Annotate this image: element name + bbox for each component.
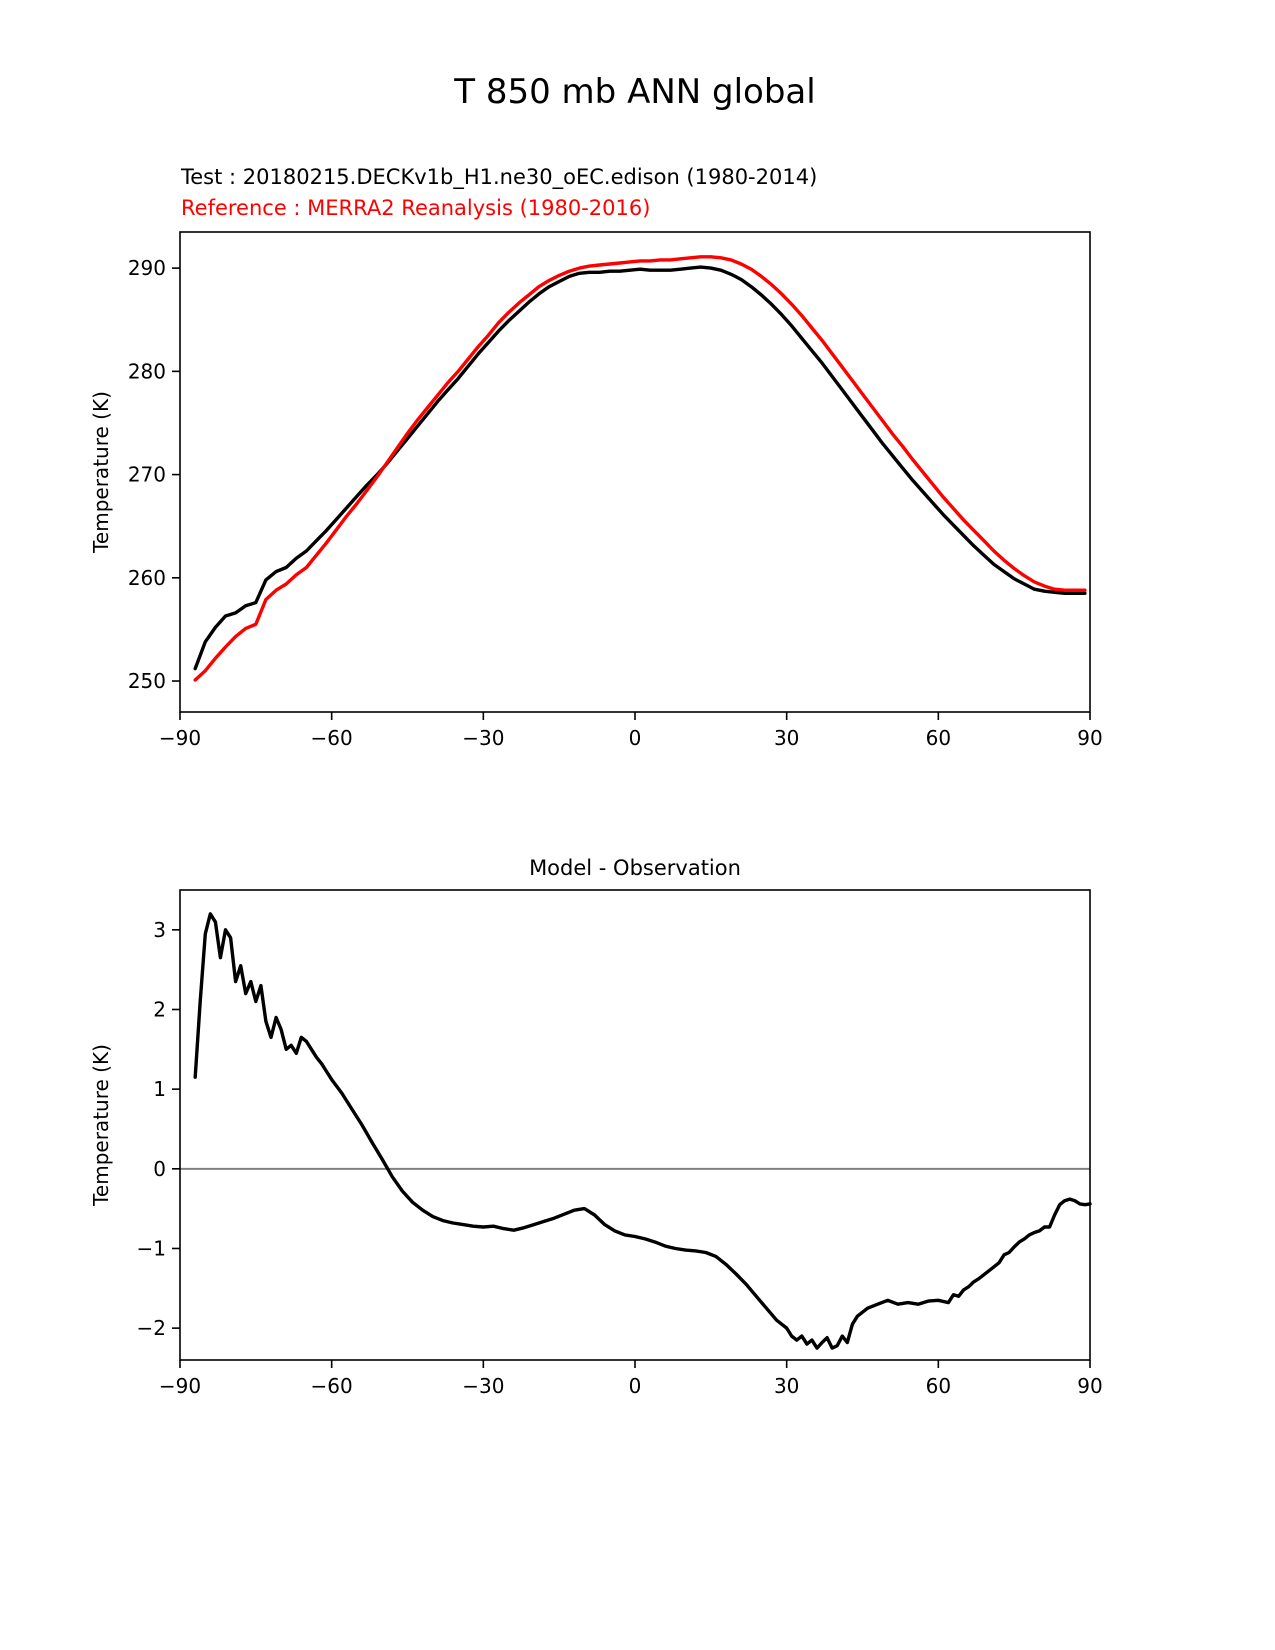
- x-tick-label: −60: [311, 726, 353, 750]
- y-tick-label: 280: [128, 359, 166, 383]
- y-tick-label: 260: [128, 566, 166, 590]
- y-tick-label: 2: [153, 997, 166, 1021]
- series-line-0: [193, 912, 1092, 1350]
- axes-box: [179, 231, 1091, 713]
- legend: Test : 20180215.DECKv1b_H1.ne30_oEC.edis…: [181, 162, 817, 224]
- x-tick-label: 0: [629, 1374, 642, 1398]
- x-tick-label: −30: [462, 1374, 504, 1398]
- x-tick-label: 90: [1077, 726, 1102, 750]
- series-line-1: [193, 255, 1087, 682]
- y-tick-label: −2: [137, 1316, 166, 1340]
- x-tick-label: 60: [926, 1374, 951, 1398]
- y-tick-label: 250: [128, 669, 166, 693]
- x-tick-label: −30: [462, 726, 504, 750]
- model-minus-observation-chart: −90 −60 −30 0 30 60 90 −2 −1 0 1 2 3 Temperature (K): [89, 889, 1103, 1398]
- x-tick-label: −90: [159, 1374, 201, 1398]
- difference-chart-title: Model - Observation: [529, 856, 741, 880]
- y-tick-label: 290: [128, 256, 166, 280]
- x-tick-label: 90: [1077, 1374, 1102, 1398]
- y-tick-label: 3: [153, 918, 166, 942]
- legend-test-label: Test : 20180215.DECKv1b_H1.ne30_oEC.edis…: [181, 165, 818, 189]
- legend-reference-label: Reference : MERRA2 Reanalysis (1980-2016…: [181, 196, 651, 220]
- y-tick-label: 1: [153, 1077, 166, 1101]
- y-tick-label: 0: [153, 1157, 166, 1181]
- y-axis-label: Temperature (K): [89, 1044, 113, 1207]
- temperature-profile-chart: −90 −60 −30 0 30 60 90 250 260 270 280 290 Temperatu…: [89, 231, 1103, 750]
- y-tick-label: −1: [137, 1236, 166, 1260]
- y-tick-label: 270: [128, 463, 166, 487]
- series-line-0: [193, 265, 1087, 671]
- x-tick-label: 60: [926, 726, 951, 750]
- x-tick-label: 0: [629, 726, 642, 750]
- y-axis-label: Temperature (K): [89, 391, 113, 554]
- x-tick-label: 30: [774, 726, 799, 750]
- x-tick-label: −90: [159, 726, 201, 750]
- axes-box: [179, 889, 1091, 1361]
- x-tick-label: 30: [774, 1374, 799, 1398]
- figure-title: T 850 mb ANN global: [454, 72, 816, 112]
- x-tick-label: −60: [311, 1374, 353, 1398]
